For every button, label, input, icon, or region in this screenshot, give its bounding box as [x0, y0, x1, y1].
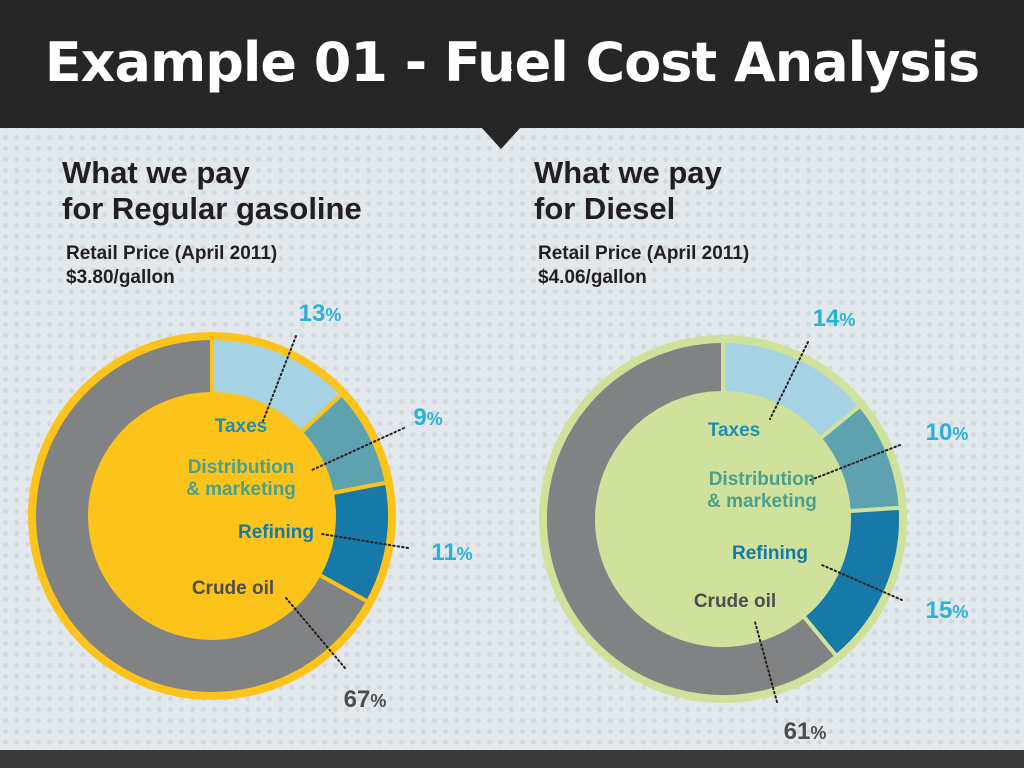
gasoline-leader-refining: [321, 533, 409, 549]
title-pointer-arrow: [481, 127, 521, 149]
diesel-heading: What we pay for Diesel: [534, 155, 722, 227]
diesel-percent-refining: 15%: [926, 597, 969, 624]
title-bar: [0, 0, 1024, 128]
gasoline-price-label: Retail Price (April 2011): [66, 243, 278, 264]
diesel-heading-line2: for Diesel: [534, 191, 676, 226]
diesel-label-taxes: Taxes: [708, 420, 760, 441]
gasoline-percent-distribution: 9%: [413, 404, 442, 431]
diesel-panel: What we pay for Diesel Retail Price (Apr…: [534, 150, 1004, 750]
slide-number: 2: [503, 56, 513, 75]
gasoline-heading: What we pay for Regular gasoline: [62, 155, 362, 227]
diesel-price-label: Retail Price (April 2011): [538, 243, 750, 264]
diesel-donut-chart: Taxes Distribution & marketing Refining Crud…: [539, 305, 968, 745]
diesel-leader-distribution: [807, 444, 901, 482]
gasoline-percent-refining: 11%: [431, 539, 472, 566]
diesel-leader-refining: [821, 564, 903, 601]
gasoline-heading-line2: for Regular gasoline: [62, 191, 362, 226]
gasoline-heading-line1: What we pay: [62, 155, 250, 190]
gasoline-percent-taxes: 13%: [299, 300, 342, 327]
gasoline-price-value: $3.80/gallon: [66, 267, 175, 288]
gasoline-leader-taxes: [262, 335, 297, 422]
slide-title: Example 01 - Fuel Cost Analysis: [44, 31, 980, 94]
diesel-label-refining: Refining: [732, 543, 808, 564]
gasoline-label-refining: Refining: [238, 522, 314, 543]
diesel-percent-distribution: 10%: [926, 419, 969, 446]
gasoline-leader-distribution: [311, 427, 405, 471]
bottom-bar: [0, 750, 1024, 768]
gasoline-label-taxes: Taxes: [215, 416, 267, 437]
gasoline-label-distribution: Distribution & marketing: [186, 457, 296, 500]
diesel-price-value: $4.06/gallon: [538, 267, 647, 288]
gasoline-center-disc: [90, 394, 334, 638]
diesel-percent-taxes: 14%: [813, 305, 856, 332]
diesel-slice-crude-oil: [543, 338, 840, 699]
diesel-percent-crude-oil: 61%: [784, 718, 827, 745]
gasoline-leader-crude-oil: [285, 597, 346, 669]
gasoline-donut-chart: Taxes Distribution & marketing Refining Crud…: [28, 300, 473, 713]
diesel-leader-taxes: [769, 341, 809, 420]
diesel-center-disc: [597, 393, 849, 645]
gasoline-percent-crude-oil: 67%: [344, 686, 387, 713]
gasoline-label-crude-oil: Crude oil: [192, 578, 274, 599]
diesel-label-distribution: Distribution & marketing: [707, 469, 817, 512]
diesel-heading-line1: What we pay: [534, 155, 722, 190]
diesel-label-crude-oil: Crude oil: [694, 591, 776, 612]
diesel-leader-crude-oil: [754, 621, 778, 703]
gasoline-panel: What we pay for Regular gasoline Retail …: [62, 150, 502, 750]
